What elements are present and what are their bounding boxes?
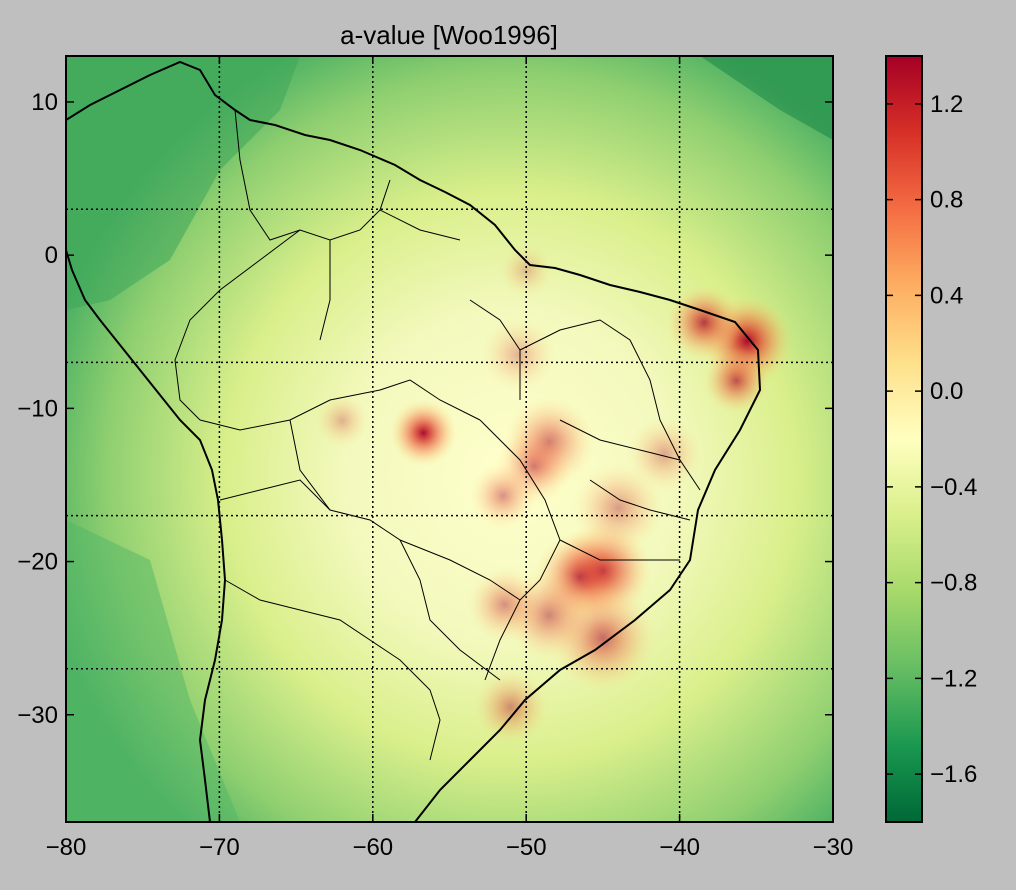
hotspot-layer [314,242,794,746]
x-tick-label: −40 [659,834,700,861]
y-tick-label: −10 [17,395,58,422]
hotspot [665,284,743,361]
y-tick-label: −20 [17,549,58,576]
hotspot [472,668,550,746]
x-tick-label: −30 [813,834,854,861]
y-tick-label: −30 [17,702,58,729]
colorbar-ticks: 1.2 0.8 0.4 0.0 −0.4 −0.8 −1.2 −1.6 [886,91,977,788]
y-tick-label: 0 [45,242,58,269]
colorbar-tick-label: 0.4 [930,282,963,309]
hotspot [469,461,537,530]
colorbar-tick-label: 0.0 [930,378,963,405]
hotspot [498,242,554,299]
map-area [66,56,833,822]
y-tick-label: 10 [31,89,58,116]
hotspot [625,415,703,493]
y-axis-tick-labels: 10 0 −10 −20 −30 [17,89,58,729]
hotspot [702,347,771,415]
map-frame [65,55,834,823]
northeast-green-region [700,56,833,140]
southwest-green-region [66,520,240,822]
colorbar [885,55,923,823]
x-tick-label: −50 [506,834,547,861]
colorbar-tick-label: −1.6 [930,761,977,788]
northwest-green-region [66,56,300,310]
coastline [66,60,762,822]
colorbar-tick-label: −0.4 [930,474,977,501]
hotspot [466,566,544,643]
map-title: a-value [Woo1996] [340,20,558,50]
map-tick-marks [65,56,834,822]
x-axis-tick-labels: −80 −70 −60 −50 −40 −30 [46,834,854,861]
colorbar-tick-label: −1.2 [930,665,977,692]
x-tick-label: −70 [199,834,240,861]
hotspot [314,393,370,449]
x-tick-label: −80 [46,834,87,861]
hotspot [389,399,458,467]
colorbar-tick-label: 1.2 [930,91,963,118]
colorbar-tick-label: −0.8 [930,570,977,597]
hotspot [480,316,557,394]
x-tick-label: −60 [352,834,393,861]
country-borders [174,109,701,761]
colorbar-tick-label: 0.8 [930,187,963,214]
